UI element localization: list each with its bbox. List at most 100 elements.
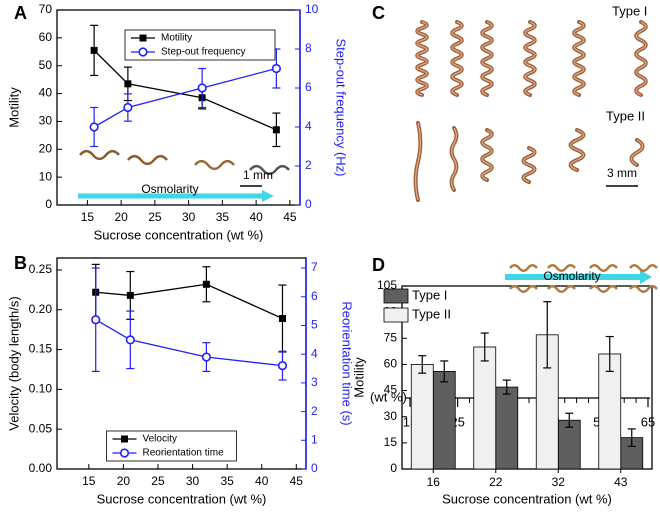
helix-highlight bbox=[451, 127, 457, 191]
y-tick-label: 20 bbox=[39, 141, 53, 155]
x-tick-label: 43 bbox=[614, 475, 628, 489]
data-point bbox=[197, 83, 207, 93]
helix-highlight bbox=[630, 139, 644, 166]
scale-bar-label: 3 mm bbox=[607, 166, 637, 180]
x-tick-label: 25 bbox=[148, 210, 162, 224]
data-point bbox=[271, 63, 281, 74]
x-tick-label: 16 bbox=[427, 475, 441, 489]
data-point bbox=[202, 280, 210, 288]
legend-box bbox=[106, 430, 237, 462]
series-line bbox=[95, 319, 283, 367]
y-tick-label: 0.20 bbox=[29, 302, 53, 316]
y-tick-label: 0.10 bbox=[29, 382, 53, 396]
x-tick-label: 22 bbox=[489, 475, 503, 489]
legend-label: Type II bbox=[412, 306, 451, 321]
swimmer-image bbox=[629, 285, 658, 293]
data-point bbox=[272, 126, 280, 134]
panel-label: C bbox=[372, 3, 385, 23]
helix-highlight bbox=[573, 21, 585, 96]
y2-tick-label: 7 bbox=[311, 260, 318, 274]
y-axis-label: Velocity (body length/s) bbox=[6, 296, 21, 430]
legend-swatch bbox=[383, 288, 409, 304]
data-point bbox=[90, 46, 98, 54]
x-tick-label: 15 bbox=[81, 210, 95, 224]
y-tick-label: 0.00 bbox=[29, 461, 53, 475]
x-tick-label: 30 bbox=[182, 210, 196, 224]
panel-label: D bbox=[372, 255, 385, 275]
data-point bbox=[126, 291, 134, 299]
y2-tick-label: 10 bbox=[305, 2, 319, 16]
y2-tick-label: 0 bbox=[311, 461, 318, 475]
y2-tick-label: 0 bbox=[305, 197, 312, 211]
helix-highlight bbox=[635, 21, 647, 96]
legend-label: Step-out frequency bbox=[161, 47, 246, 58]
x-tick-label: 25 bbox=[151, 474, 165, 488]
helix-highlight bbox=[481, 21, 493, 96]
y-tick-label: 70 bbox=[39, 2, 53, 16]
y-tick-label: 75 bbox=[384, 330, 398, 344]
swimmer-image bbox=[589, 264, 618, 272]
annotation: Osmolarity bbox=[543, 269, 600, 283]
data-point bbox=[278, 315, 286, 323]
swimmer-image bbox=[629, 264, 658, 272]
y-tick-label: 10 bbox=[39, 169, 53, 183]
swimmer-image bbox=[589, 285, 618, 293]
series-line bbox=[93, 67, 277, 128]
y-tick-label: 0.05 bbox=[29, 421, 53, 435]
helix-highlight bbox=[570, 129, 584, 171]
y2-axis-label: Step-out frequency (Hz) bbox=[334, 38, 349, 176]
x-tick-label: 35 bbox=[216, 210, 230, 224]
swimmer-image bbox=[509, 264, 538, 272]
helix-highlight bbox=[481, 129, 493, 181]
bar bbox=[410, 364, 434, 470]
legend-label: Type I bbox=[412, 287, 447, 302]
plot-frame bbox=[401, 285, 653, 470]
legend-label: Reorientation time bbox=[143, 448, 225, 459]
y2-tick-label: 3 bbox=[311, 375, 318, 389]
swimmer-image bbox=[547, 285, 576, 293]
x-tick-label: 30 bbox=[186, 474, 200, 488]
panel-label: B bbox=[14, 253, 27, 273]
swimmer-image bbox=[249, 164, 290, 176]
legend-marker bbox=[119, 448, 130, 458]
y-tick-label: 60 bbox=[384, 357, 398, 371]
legend-marker bbox=[139, 34, 147, 42]
data-point bbox=[124, 80, 132, 88]
y-tick-label: 0.15 bbox=[29, 342, 53, 356]
x-axis-label: Sucrose concentration (wt %) bbox=[94, 227, 264, 242]
ruler-tick-label: 65 bbox=[641, 414, 655, 429]
helix-highlight bbox=[522, 147, 536, 183]
data-point bbox=[277, 361, 288, 371]
x-tick-label: 40 bbox=[255, 474, 269, 488]
arrow-head bbox=[262, 190, 274, 202]
y-tick-label: 40 bbox=[39, 86, 53, 100]
y2-tick-label: 5 bbox=[311, 318, 318, 332]
annotation: Osmolarity bbox=[141, 182, 198, 196]
y-tick-label: 45 bbox=[384, 383, 398, 397]
data-point bbox=[201, 352, 211, 362]
y-tick-label: 15 bbox=[384, 435, 398, 449]
series-line bbox=[95, 283, 283, 320]
annotation: 1 mm bbox=[243, 168, 273, 182]
y-tick-label: 30 bbox=[384, 409, 398, 423]
data-point bbox=[89, 122, 99, 132]
helix-highlight bbox=[416, 21, 428, 96]
y-tick-label: 60 bbox=[39, 30, 53, 44]
bar bbox=[473, 346, 497, 470]
x-axis-label: Sucrose concentration (wt %) bbox=[442, 491, 612, 506]
y2-axis-label: Reorientation time (s) bbox=[340, 301, 355, 425]
x-tick-label: 45 bbox=[290, 474, 304, 488]
row-label: Type II bbox=[606, 108, 645, 123]
y-tick-label: 0.25 bbox=[29, 262, 53, 276]
legend-swatch bbox=[383, 307, 409, 323]
swimmer-image bbox=[547, 264, 576, 272]
legend-label: Motility bbox=[161, 33, 192, 44]
helix-highlight bbox=[524, 21, 536, 96]
arrow-head bbox=[640, 270, 652, 284]
data-point bbox=[123, 102, 133, 113]
helix-highlight bbox=[451, 21, 463, 96]
y2-tick-label: 4 bbox=[305, 119, 312, 133]
legend-marker bbox=[138, 47, 148, 57]
y2-tick-label: 2 bbox=[305, 158, 312, 172]
